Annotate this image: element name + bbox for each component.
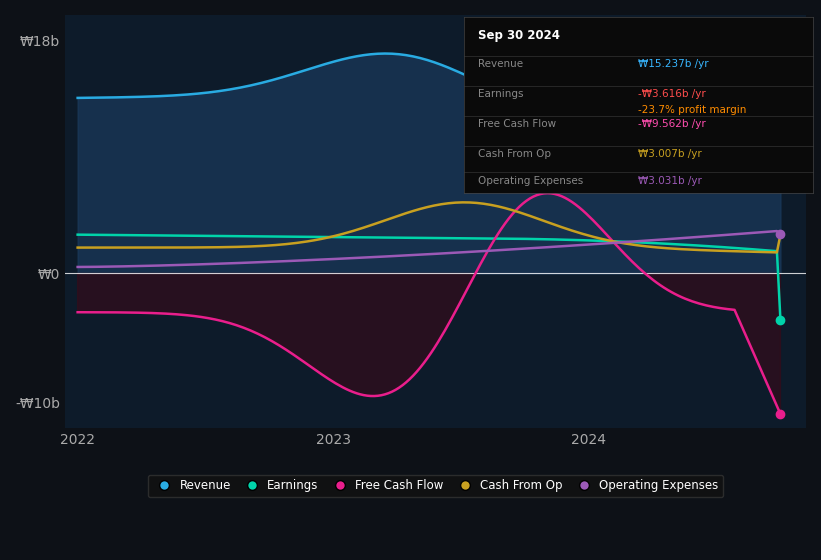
Text: -23.7% profit margin: -23.7% profit margin (639, 105, 747, 115)
Text: Sep 30 2024: Sep 30 2024 (478, 29, 560, 42)
Text: Earnings: Earnings (478, 89, 523, 99)
Text: ₩3.031b /yr: ₩3.031b /yr (639, 176, 702, 185)
Text: ₩3.007b /yr: ₩3.007b /yr (639, 149, 702, 159)
Text: Revenue: Revenue (478, 59, 523, 69)
Text: -₩3.616b /yr: -₩3.616b /yr (639, 89, 706, 99)
Legend: Revenue, Earnings, Free Cash Flow, Cash From Op, Operating Expenses: Revenue, Earnings, Free Cash Flow, Cash … (148, 474, 723, 497)
Text: Operating Expenses: Operating Expenses (478, 176, 583, 185)
Text: ₩15.237b /yr: ₩15.237b /yr (639, 59, 709, 69)
Text: Free Cash Flow: Free Cash Flow (478, 119, 556, 129)
Text: -₩9.562b /yr: -₩9.562b /yr (639, 119, 706, 129)
Text: Cash From Op: Cash From Op (478, 149, 551, 159)
